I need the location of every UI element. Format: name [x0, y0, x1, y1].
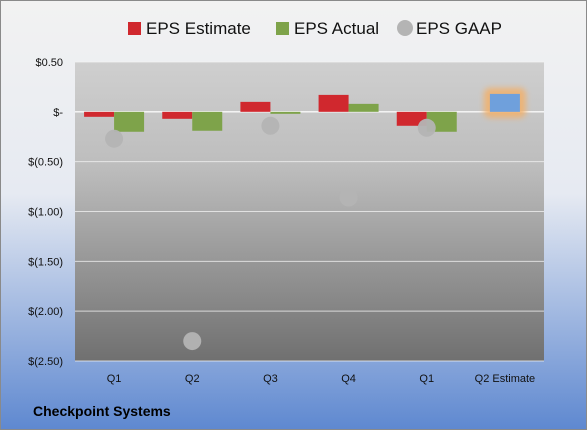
- point-eps-gaap: [183, 332, 202, 351]
- bar-eps-estimate: [396, 111, 427, 126]
- x-axis: Q1 Q2 Q3 Q4 Q1 Q2 Estimate: [107, 373, 535, 385]
- bar-eps-estimate: [318, 94, 349, 112]
- gaap-points: [105, 116, 436, 351]
- legend-label: EPS Estimate: [146, 19, 251, 38]
- bar-eps-actual: [348, 103, 379, 112]
- grid-lines: [75, 61, 544, 362]
- bar-eps-actual: [192, 111, 223, 131]
- bar-eps-estimate: [84, 111, 115, 117]
- y-tick-label: $(1.50): [28, 256, 63, 268]
- x-tick-label: Q1: [107, 373, 122, 385]
- company-name: Checkpoint Systems: [33, 403, 171, 419]
- y-tick-label: $(2.00): [28, 306, 63, 318]
- legend: EPS Estimate EPS Actual EPS GAAP: [128, 19, 502, 38]
- x-tick-label: Q4: [341, 373, 356, 385]
- x-tick-label: Q2 Estimate: [475, 373, 536, 385]
- y-tick-label: $0.50: [35, 57, 63, 69]
- point-eps-gaap: [105, 129, 124, 148]
- y-tick-label: $(1.00): [28, 207, 63, 219]
- point-eps-gaap: [417, 118, 436, 137]
- bar-eps-actual: [270, 111, 301, 114]
- bar-marks: [84, 87, 526, 132]
- bar-eps-actual: [114, 111, 145, 132]
- x-tick-label: Q3: [263, 373, 278, 385]
- x-tick-label: Q2: [185, 373, 200, 385]
- x-tick-label: Q1: [419, 373, 434, 385]
- legend-swatch: [276, 22, 289, 35]
- y-tick-label: $(2.50): [28, 356, 63, 368]
- bar-eps-estimate: [162, 111, 193, 119]
- legend-label: EPS GAAP: [416, 19, 502, 38]
- y-tick-label: $(0.50): [28, 157, 63, 169]
- bar-forecast-estimate: [489, 93, 520, 112]
- legend-label: EPS Actual: [294, 19, 379, 38]
- y-tick-label: $-: [53, 107, 63, 119]
- point-eps-gaap: [261, 116, 280, 135]
- bar-eps-estimate: [240, 101, 271, 112]
- legend-swatch: [128, 22, 141, 35]
- legend-marker: [397, 20, 413, 36]
- point-eps-gaap: [339, 188, 358, 207]
- y-axis: $0.50 $- $(0.50) $(1.00) $(1.50) $(2.00) $(2.5…: [28, 57, 63, 368]
